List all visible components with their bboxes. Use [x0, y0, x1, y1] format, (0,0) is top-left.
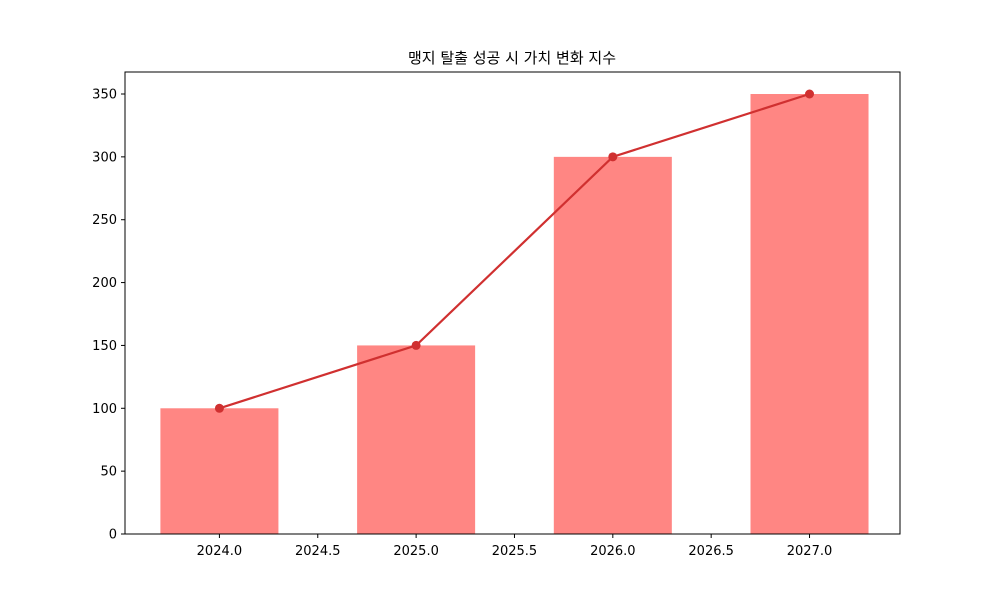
y-tick-label: 150	[92, 339, 117, 354]
y-axis: 0 50 100 150 200 250 300 350	[92, 88, 125, 543]
x-axis: 2024.0 2024.5 2025.0 2025.5 2026.0 2026.5 2027…	[197, 534, 833, 559]
x-tick-label: 2025.5	[492, 544, 538, 559]
trend-line	[219, 92, 810, 410]
y-tick-label: 350	[92, 88, 117, 103]
x-tick-label: 2027.0	[787, 544, 833, 559]
y-tick-label: 50	[100, 465, 117, 480]
x-tick-label: 2024.5	[295, 544, 341, 559]
x-tick-label: 2024.0	[197, 544, 243, 559]
y-tick-label: 300	[92, 150, 117, 165]
bar-2025	[357, 345, 476, 534]
y-tick-label: 0	[109, 528, 117, 543]
bar-2027	[750, 94, 869, 534]
x-tick-label: 2025.0	[393, 544, 439, 559]
y-tick-label: 100	[92, 402, 117, 417]
bar-2024	[160, 408, 279, 534]
bars-group	[160, 94, 869, 534]
line-point-2025	[411, 340, 421, 350]
plot-frame	[124, 71, 901, 535]
chart-title: 맹지 탈출 성공 시 가치 변화 지수	[408, 49, 616, 67]
y-tick-label: 250	[92, 213, 117, 228]
line-point-2024	[214, 403, 224, 413]
line-point-2027	[805, 89, 815, 99]
bar-2026	[553, 156, 672, 534]
line-group	[214, 89, 815, 413]
line-point-2026	[608, 152, 618, 162]
y-tick-label: 200	[92, 276, 117, 291]
x-tick-label: 2026.0	[590, 544, 636, 559]
x-tick-label: 2026.5	[688, 544, 734, 559]
